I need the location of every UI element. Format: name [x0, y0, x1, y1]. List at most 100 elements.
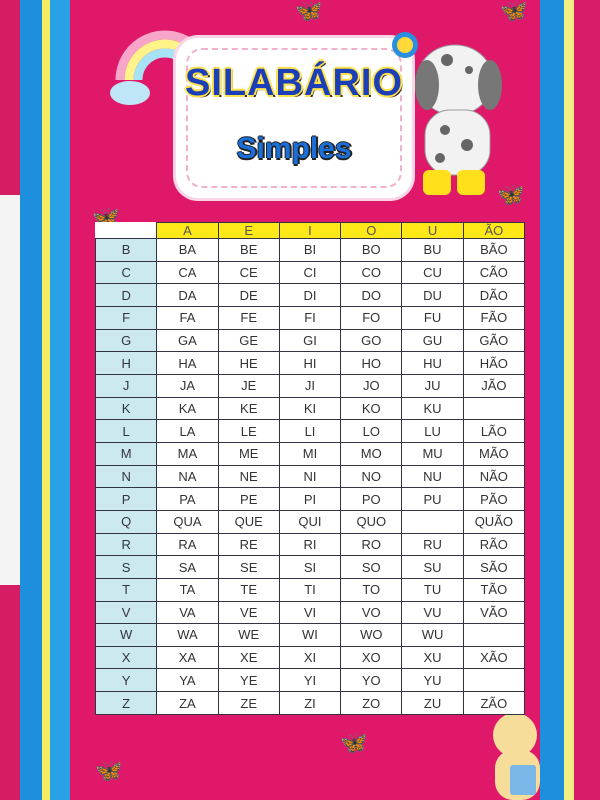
syllable-cell: [462, 623, 526, 647]
syllable-cell: YU: [401, 668, 464, 693]
syllable-cell: DO: [340, 283, 403, 307]
syllable-cell: JO: [340, 373, 403, 398]
syllable-cell: DÃO: [462, 283, 526, 307]
syllable-cell: LA: [156, 419, 219, 443]
consonant-cell: G: [94, 328, 158, 353]
table-row: Z ZA ZE ZI ZO ZU ZÃO: [94, 691, 526, 715]
consonant-cell: L: [94, 419, 158, 443]
syllable-cell: JE: [217, 373, 280, 398]
syllable-cell: KO: [340, 396, 403, 421]
border-stripe: [42, 0, 50, 800]
syllable-cell: DU: [401, 283, 464, 307]
consonant-cell: B: [94, 238, 158, 262]
syllable-cell: CA: [156, 260, 219, 285]
syllable-cell: HO: [340, 351, 403, 375]
vowel-header: O: [340, 222, 403, 239]
syllable-cell: VÃO: [462, 600, 526, 625]
consonant-cell: C: [94, 260, 158, 285]
syllable-cell: GU: [401, 328, 464, 353]
consonant-cell: H: [94, 351, 158, 375]
syllable-cell: HÃO: [462, 351, 526, 375]
table-row: P PA PE PI PO PU PÃO: [94, 487, 526, 511]
wall-right: [574, 0, 600, 800]
syllable-cell: PA: [156, 487, 219, 511]
table-row: D DA DE DI DO DU DÃO: [94, 283, 526, 307]
syllable-cell: TI: [278, 577, 342, 602]
adjacent-sheet: [0, 195, 21, 585]
table-row: B BA BE BI BO BU BÃO: [94, 238, 526, 262]
consonant-cell: T: [94, 577, 158, 602]
syllable-cell: MÃO: [462, 441, 526, 466]
syllable-cell: BA: [156, 238, 219, 262]
syllable-cell: KI: [278, 396, 342, 421]
table-row: W WA WE WI WO WU: [94, 623, 526, 647]
table-row: S SA SE SI SO SU SÃO: [94, 555, 526, 579]
syllable-cell: [462, 396, 526, 421]
syllable-cell: ZÃO: [462, 691, 526, 715]
table-row: C CA CE CI CO CU CÃO: [94, 260, 526, 285]
teddy-bear-icon: [493, 713, 540, 800]
border-stripe: [540, 0, 564, 800]
dalmatian-puppy-icon: [415, 44, 502, 195]
syllable-cell: LU: [401, 419, 464, 443]
syllable-cell: DA: [156, 283, 219, 307]
syllable-cell: HE: [217, 351, 280, 375]
syllable-cell: NU: [401, 464, 464, 489]
syllable-cell: NI: [278, 464, 342, 489]
syllable-cell: YI: [278, 668, 342, 693]
consonant-cell: Q: [94, 509, 158, 534]
syllable-cell: NÃO: [462, 464, 526, 489]
syllable-cell: FE: [217, 305, 280, 330]
syllable-cell: SÃO: [462, 555, 526, 579]
syllable-cell: FÃO: [462, 305, 526, 330]
table-row: G GA GE GI GO GU GÃO: [94, 328, 526, 353]
syllable-cell: CU: [401, 260, 464, 285]
syllable-cell: VI: [278, 600, 342, 625]
syllable-cell: TU: [401, 577, 464, 602]
syllable-cell: BE: [217, 238, 280, 262]
syllable-cell: KA: [156, 396, 219, 421]
syllable-cell: QUE: [217, 509, 280, 534]
syllable-cell: BU: [401, 238, 464, 262]
syllable-cell: XU: [401, 645, 464, 670]
table-row: F FA FE FI FO FU FÃO: [94, 305, 526, 330]
syllable-cell: QUA: [156, 509, 219, 534]
consonant-cell: Z: [94, 691, 158, 715]
vowel-header: A: [156, 222, 219, 239]
syllable-cell: NE: [217, 464, 280, 489]
syllable-cell: PÃO: [462, 487, 526, 511]
syllable-cell: KE: [217, 396, 280, 421]
consonant-cell: D: [94, 283, 158, 307]
table-row: N NA NE NI NO NU NÃO: [94, 464, 526, 489]
syllable-cell: QUO: [340, 509, 403, 534]
syllable-cell: MO: [340, 441, 403, 466]
corner-cell: [95, 222, 158, 239]
syllable-cell: DE: [217, 283, 280, 307]
syllable-cell: HI: [278, 351, 342, 375]
syllable-cell: KU: [401, 396, 464, 421]
consonant-cell: F: [94, 305, 158, 330]
syllable-cell: JI: [278, 373, 342, 398]
syllable-cell: SU: [401, 555, 464, 579]
syllable-cell: CE: [217, 260, 280, 285]
syllable-cell: RE: [217, 532, 280, 557]
border-stripe: [20, 0, 42, 800]
consonant-cell: J: [94, 373, 158, 398]
syllable-cell: JÃO: [462, 373, 526, 398]
syllable-cell: YE: [217, 668, 280, 693]
syllable-cell: WE: [217, 623, 280, 647]
syllable-cell: WU: [401, 623, 464, 647]
table-row: Y YA YE YI YO YU: [94, 668, 526, 693]
syllable-cell: CO: [340, 260, 403, 285]
syllable-cell: VE: [217, 600, 280, 625]
syllable-cell: VU: [401, 600, 464, 625]
syllable-cell: BI: [278, 238, 342, 262]
consonant-cell: P: [94, 487, 158, 511]
butterfly-icon: 🦋: [340, 730, 368, 755]
syllable-cell: FO: [340, 305, 403, 330]
syllable-cell: DI: [278, 283, 342, 307]
syllable-cell: VA: [156, 600, 219, 625]
butterfly-icon: 🦋: [95, 758, 123, 783]
syllable-cell: SA: [156, 555, 219, 579]
table-row: H HA HE HI HO HU HÃO: [94, 351, 526, 375]
